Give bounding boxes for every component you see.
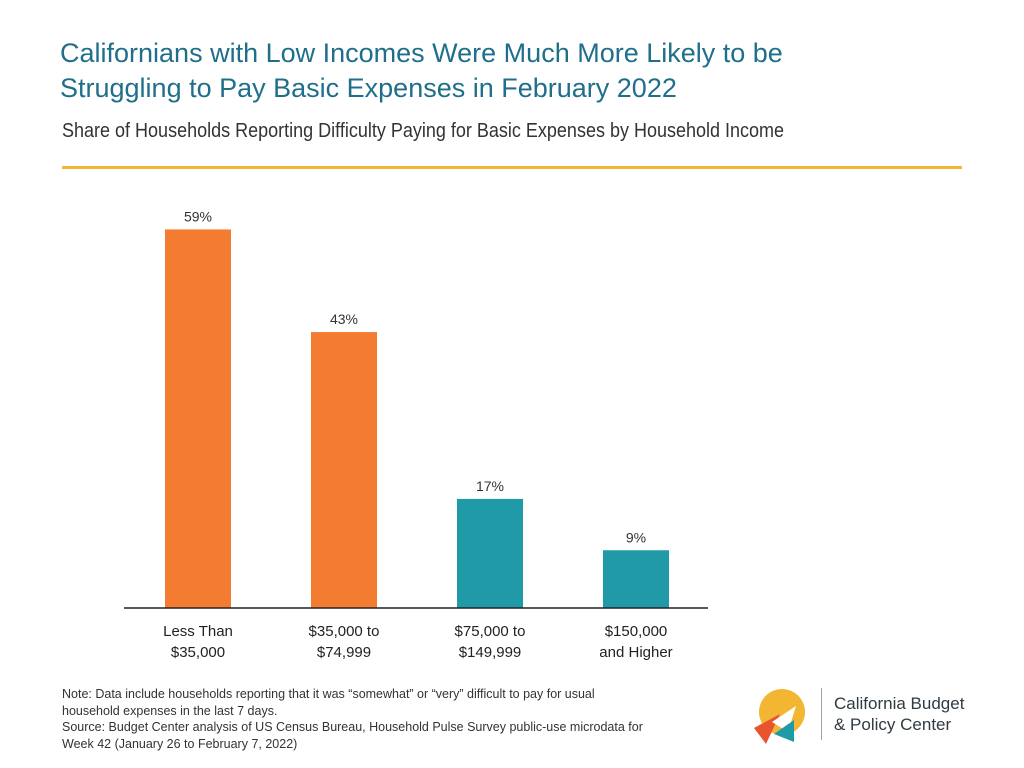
bars-group: 59% Less Than $35,000 43% $35,000 to $74,999 1… — [163, 208, 673, 661]
logo-divider — [821, 688, 822, 740]
logo-mark-icon — [754, 689, 805, 744]
note-line-1: Note: Data include households reporting … — [62, 687, 595, 701]
logo-text-line-2: & Policy Center — [834, 715, 952, 734]
x-tick-label-2-line-2: $74,999 — [317, 644, 371, 661]
x-tick-label-4-line-2: and Higher — [599, 644, 672, 661]
x-tick-label-1-line-1: Less Than — [163, 623, 233, 640]
x-tick-label-3-line-2: $149,999 — [459, 644, 522, 661]
source-line-2: Week 42 (January 26 to February 7, 2022) — [62, 736, 298, 751]
data-label-4: 9% — [626, 529, 646, 545]
chart-title: Californians with Low Incomes Were Much … — [60, 36, 980, 106]
organization-logo: California Budget & Policy Center — [750, 684, 990, 748]
x-tick-label-3-line-1: $75,000 to — [455, 623, 526, 640]
chart-title-line-2: Struggling to Pay Basic Expenses in Febr… — [60, 73, 677, 103]
x-tick-label-4-line-1: $150,000 — [605, 623, 668, 640]
x-tick-label-1-line-2: $35,000 — [171, 644, 225, 661]
data-label-2: 43% — [330, 311, 358, 327]
title-divider — [62, 166, 962, 169]
logo-text: California Budget & Policy Center — [834, 693, 964, 735]
bar-1 — [165, 229, 231, 608]
chart-notes: Note: Data include households reporting … — [62, 686, 742, 752]
chart-title-line-1: Californians with Low Incomes Were Much … — [60, 38, 783, 68]
chart-subtitle: Share of Households Reporting Difficulty… — [62, 120, 785, 142]
data-label-3: 17% — [476, 478, 504, 494]
bar-2 — [311, 332, 377, 608]
x-tick-label-2-line-1: $35,000 to — [309, 623, 380, 640]
bar-3 — [457, 498, 523, 608]
logo-text-line-1: California Budget — [834, 694, 965, 713]
note-line-2: household expenses in the last 7 days. — [62, 703, 278, 718]
bar-4 — [603, 550, 669, 608]
data-label-1: 59% — [184, 208, 212, 224]
source-line-1: Source: Budget Center analysis of US Cen… — [62, 720, 643, 734]
